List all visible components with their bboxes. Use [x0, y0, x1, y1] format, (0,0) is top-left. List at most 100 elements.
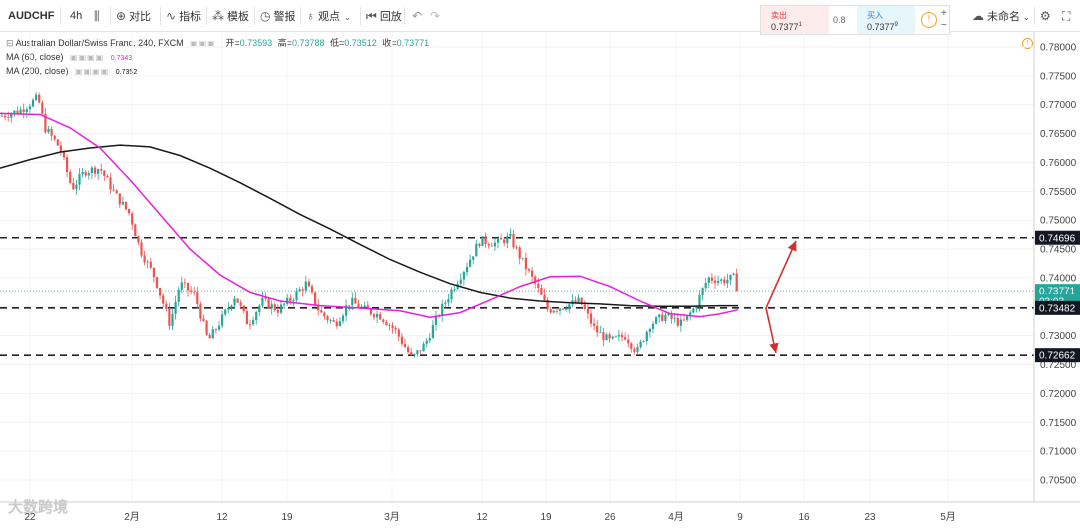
- candle-body: [704, 282, 707, 289]
- candle-body: [264, 297, 267, 299]
- candle-body: [211, 329, 214, 339]
- candle-body: [143, 255, 146, 263]
- candle-body: [676, 317, 679, 326]
- quantity-stepper[interactable]: + −: [941, 8, 947, 31]
- candle-body: [180, 282, 183, 290]
- candle-body: [515, 247, 518, 249]
- replay-icon: ⏮: [366, 9, 377, 23]
- close-label: 收=: [382, 38, 397, 48]
- candle-body: [255, 312, 258, 321]
- candle-body: [651, 323, 655, 329]
- candle-body: [224, 309, 227, 315]
- candle-body: [633, 348, 636, 352]
- candle-body: [524, 257, 527, 270]
- layout-name-button[interactable]: ☁ 未命名 ⌄: [972, 0, 1033, 32]
- candle-body: [478, 243, 481, 246]
- candle-body: [199, 303, 202, 319]
- candle-body: [509, 233, 512, 237]
- candles-icon: ⫼: [94, 9, 100, 23]
- collapse-icon[interactable]: ⊟: [6, 38, 14, 48]
- chevron-down-icon: ⌄: [1023, 13, 1030, 22]
- info-icon[interactable]: !: [921, 12, 937, 28]
- candle-body: [217, 325, 221, 330]
- candle-body: [413, 354, 416, 355]
- candle-body: [131, 213, 134, 225]
- buy-button[interactable]: 买入 0.73779: [857, 6, 915, 34]
- candle-body: [292, 300, 295, 302]
- candle-body: [611, 336, 614, 339]
- redo-button[interactable]: ↷: [430, 0, 443, 32]
- candle-body: [69, 171, 72, 183]
- time-axis[interactable]: 22 2月 12 19 3月 12 19 26 4月 9 16 23 5月: [0, 501, 1080, 523]
- candle-body: [38, 94, 41, 103]
- candle-body: [357, 303, 360, 308]
- candle-body: [227, 307, 230, 310]
- candle-body: [400, 336, 403, 344]
- ma60-actions[interactable]: ▣▣▣▣: [70, 53, 105, 62]
- candle-body: [245, 311, 248, 325]
- indicators-button[interactable]: ∿ 指标: [166, 0, 201, 32]
- settings-button[interactable]: ⚙: [1040, 0, 1054, 32]
- open-value: 0.73593: [239, 38, 273, 48]
- candle-body: [81, 172, 84, 175]
- candle-body: [50, 128, 53, 136]
- compare-button[interactable]: ⊕ 对比: [116, 0, 151, 32]
- chart-style-button[interactable]: ⫼: [94, 0, 103, 32]
- candle-body: [462, 272, 465, 280]
- candle-body: [496, 237, 500, 243]
- templates-icon: ⁂: [212, 9, 224, 23]
- candle-body: [580, 297, 583, 305]
- sell-button[interactable]: 卖出 0.73771: [761, 6, 829, 34]
- candle-body: [701, 288, 704, 295]
- replay-label: 回放: [379, 11, 402, 23]
- toolbar-divider: [160, 7, 161, 25]
- candle-body: [72, 182, 75, 190]
- toolbar-divider: [404, 7, 405, 25]
- candle-body: [565, 309, 568, 310]
- candle-body: [239, 302, 242, 306]
- candle-body: [152, 267, 155, 278]
- candle-body: [103, 170, 106, 176]
- price-axis[interactable]: 0.78000 0.77500 0.77000 0.76500 0.76000 0.755…: [1033, 32, 1080, 528]
- ma200-actions[interactable]: ▣▣▣▣: [75, 67, 110, 76]
- price-tick-label: 0.70500: [1040, 476, 1077, 487]
- templates-button[interactable]: ⁂ 模板: [212, 0, 249, 32]
- replay-button[interactable]: ⏮ 回放: [366, 0, 402, 32]
- time-tick-label: 4月: [668, 511, 684, 523]
- candle-body: [608, 334, 611, 339]
- candle-body: [329, 320, 332, 321]
- buy-label: 买入: [867, 11, 883, 20]
- legend-actions[interactable]: ▣▣▣: [190, 39, 216, 48]
- candle-body: [493, 242, 496, 247]
- ideas-button[interactable]: ♁ 观点 ⌄: [306, 0, 354, 32]
- candle-body: [431, 324, 434, 339]
- symbol-search[interactable]: AUDCHF: [8, 10, 55, 22]
- candle-body: [549, 309, 552, 313]
- candle-body: [193, 291, 196, 293]
- candle-body: [242, 305, 245, 312]
- compare-label: 对比: [129, 11, 152, 23]
- candle-body: [568, 304, 571, 310]
- candle-body: [670, 313, 673, 319]
- price-tick-label: 0.77000: [1040, 100, 1077, 111]
- alert-button[interactable]: ◷ 警报: [260, 0, 295, 32]
- candle-body: [667, 313, 670, 315]
- candle-body: [540, 287, 543, 295]
- warning-icon[interactable]: !: [1022, 38, 1033, 49]
- undo-button[interactable]: ↶: [412, 0, 425, 32]
- interval-selector[interactable]: 4h: [70, 10, 83, 22]
- price-tick-label: 0.74500: [1040, 245, 1077, 256]
- candle-body: [214, 329, 217, 331]
- candle-body: [90, 167, 93, 174]
- candle-body: [624, 337, 627, 340]
- candle-body: [729, 274, 732, 280]
- candle-body: [171, 314, 174, 326]
- fullscreen-button[interactable]: ⛶: [1062, 0, 1073, 32]
- price-chart[interactable]: 0.78000 0.77500 0.77000 0.76500 0.76000 0.755…: [0, 32, 1080, 528]
- candle-body: [537, 283, 540, 288]
- candle-body: [16, 110, 19, 114]
- candle-body: [521, 257, 524, 259]
- candle-body: [261, 297, 264, 306]
- time-tick-label: 2月: [124, 511, 140, 523]
- candle-body: [233, 298, 236, 306]
